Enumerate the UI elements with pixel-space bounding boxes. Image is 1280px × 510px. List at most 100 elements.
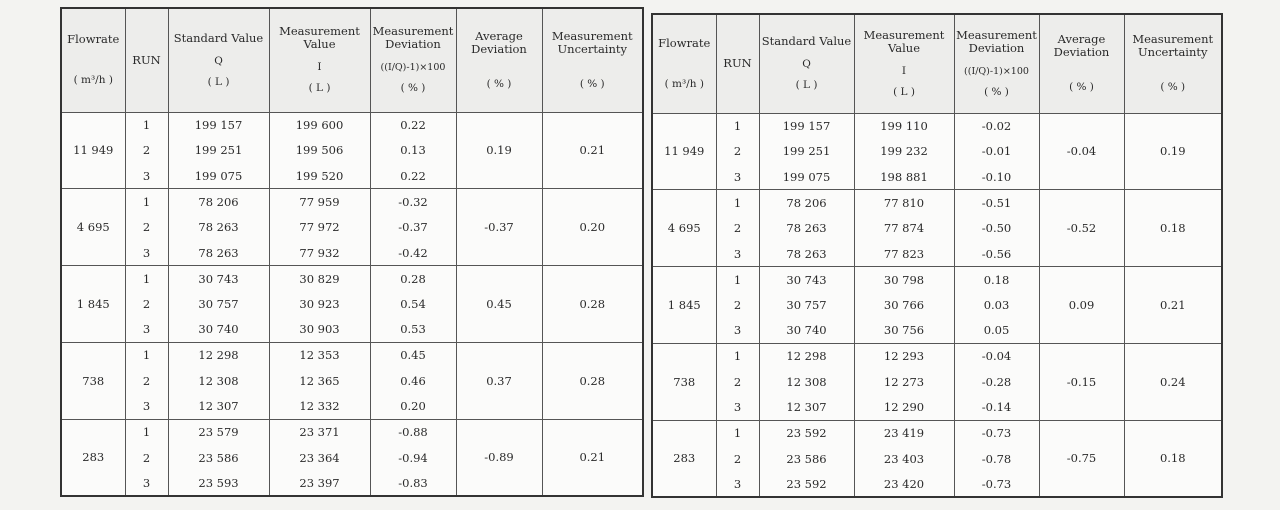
standard-value-cell: 12 308 [758, 368, 855, 395]
deviation-cell: 0.05 [953, 317, 1040, 344]
measurement-value-cell: 12 332 [268, 393, 371, 420]
run-cell: 3 [124, 163, 169, 190]
run-cell: 1 [124, 111, 169, 138]
deviation-cell: 0.53 [369, 316, 457, 343]
standard-value-cell: 199 157 [167, 111, 270, 138]
average-deviation-cell: 0.09 [1038, 266, 1125, 344]
deviation-cell: -0.56 [953, 240, 1040, 268]
measurement-value-cell: 77 932 [268, 239, 371, 267]
run-cell: 3 [124, 316, 169, 343]
standard-value-cell: 78 263 [758, 240, 855, 268]
table-body: 11 949 1 199 157 199 110 -0.02 -0.04 0.19 2 199 … [651, 112, 1223, 498]
measurement-value-cell: 23 420 [853, 471, 955, 498]
deviation-cell: 0.45 [369, 341, 457, 368]
standard-value-cell: 199 251 [758, 138, 855, 165]
deviation-cell: -0.28 [953, 368, 1040, 395]
table-row: 1 845 1 30 743 30 829 0.28 0.45 0.28 [60, 265, 644, 343]
run-cell: 1 [715, 342, 760, 369]
run-cell: 3 [715, 164, 760, 191]
table-row: 11 949 1 199 157 199 110 -0.02 -0.04 0.19 [651, 112, 1223, 191]
measurement-value-cell: 30 798 [853, 266, 955, 293]
measurement-value-cell: 199 600 [268, 111, 371, 138]
deviation-cell: 0.54 [369, 291, 457, 317]
measurement-value-cell: 198 881 [853, 164, 955, 191]
measurement-value-cell: 23 403 [853, 445, 955, 472]
flowrate-cell: 11 949 [60, 111, 126, 190]
average-deviation-cell: -0.52 [1038, 189, 1125, 268]
run-cell: 3 [124, 239, 169, 267]
measurement-value-cell: 12 290 [853, 394, 955, 421]
standard-value-cell: 199 075 [167, 163, 270, 190]
standard-value-cell: 30 740 [758, 317, 855, 344]
measurement-uncertainty-header: Measurement Uncertainty ( % ) [541, 7, 644, 113]
standard-value-header: Standard Value Q ( L ) [758, 13, 855, 114]
table-header: Flowrate ( m³/h ) RUN Standard Value Q (… [60, 7, 644, 113]
flowrate-cell: 738 [60, 341, 126, 420]
standard-value-cell: 30 743 [758, 266, 855, 293]
uncertainty-cell: 0.21 [541, 418, 644, 497]
measurement-value-cell: 199 506 [268, 137, 371, 164]
measurement-value-cell: 77 959 [268, 188, 371, 215]
run-cell: 1 [124, 418, 169, 445]
measurement-value-cell: 199 110 [853, 112, 955, 139]
uncertainty-cell: 0.18 [1123, 189, 1223, 268]
standard-value-cell: 78 206 [167, 188, 270, 215]
flowrate-header: Flowrate ( m³/h ) [651, 13, 717, 114]
run-cell: 2 [124, 444, 169, 471]
average-deviation-cell: -0.89 [455, 418, 543, 497]
flowrate-header: Flowrate ( m³/h ) [60, 7, 126, 113]
table-row: 2 199 251 199 506 0.13 [61, 137, 643, 164]
run-header: RUN [715, 13, 760, 114]
table-row: 2 23 586 23 364 -0.94 [61, 444, 643, 471]
measurement-value-cell: 12 273 [853, 368, 955, 395]
table-row: 3 12 307 12 332 0.20 [61, 393, 643, 420]
measurement-value-cell: 23 371 [268, 418, 371, 445]
run-cell: 3 [715, 471, 760, 498]
run-cell: 2 [124, 214, 169, 240]
table-row: 2 23 586 23 403 -0.78 [652, 445, 1222, 472]
measurement-value-cell: 30 766 [853, 292, 955, 318]
standard-value-cell: 30 743 [167, 265, 270, 292]
table-row: 3 23 592 23 420 -0.73 [652, 471, 1222, 498]
measurement-value-header: Measurement Value I ( L ) [268, 7, 371, 113]
table-row: 283 1 23 579 23 371 -0.88 -0.89 0.21 [60, 418, 644, 497]
measurement-deviation-header: Measurement Deviation ((I/Q)-1)×100 ( % … [369, 7, 457, 113]
average-deviation-cell: 0.45 [455, 265, 543, 343]
measurement-value-cell: 199 232 [853, 138, 955, 165]
standard-value-cell: 23 579 [167, 418, 270, 445]
standard-value-cell: 12 298 [758, 342, 855, 369]
run-cell: 1 [124, 265, 169, 292]
standard-value-cell: 30 740 [167, 316, 270, 343]
measurement-value-cell: 30 756 [853, 317, 955, 344]
run-cell: 2 [715, 215, 760, 241]
deviation-cell: -0.14 [953, 394, 1040, 421]
average-deviation-cell: 0.37 [455, 341, 543, 420]
standard-value-cell: 78 263 [167, 214, 270, 240]
standard-value-cell: 23 586 [167, 444, 270, 471]
left-results-table: Flowrate ( m³/h ) RUN Standard Value Q (… [60, 7, 644, 497]
right-results-table: Flowrate ( m³/h ) RUN Standard Value Q (… [651, 13, 1223, 498]
run-cell: 2 [124, 137, 169, 164]
standard-value-cell: 199 251 [167, 137, 270, 164]
flowrate-cell: 4 695 [651, 189, 717, 268]
run-cell: 3 [715, 394, 760, 421]
run-cell: 1 [715, 419, 760, 446]
standard-value-cell: 12 308 [167, 367, 270, 394]
standard-value-cell: 12 307 [758, 394, 855, 421]
uncertainty-cell: 0.28 [541, 341, 644, 420]
deviation-cell: -0.01 [953, 138, 1040, 165]
standard-value-cell: 23 593 [167, 470, 270, 497]
run-cell: 3 [124, 470, 169, 497]
run-cell: 2 [715, 292, 760, 318]
table-row: 3 23 593 23 397 -0.83 [61, 470, 643, 497]
run-cell: 2 [124, 291, 169, 317]
table-row: 738 1 12 298 12 353 0.45 0.37 0.28 [60, 341, 644, 420]
table-row: 283 1 23 592 23 419 -0.73 -0.75 0.18 [651, 419, 1223, 498]
flowrate-cell: 4 695 [60, 188, 126, 267]
table-row: 2 30 757 30 766 0.03 [652, 292, 1222, 318]
table-row: 3 78 263 77 932 -0.42 [61, 239, 643, 267]
standard-value-cell: 78 206 [758, 189, 855, 216]
deviation-cell: 0.13 [369, 137, 457, 164]
measurement-value-cell: 77 972 [268, 214, 371, 240]
uncertainty-cell: 0.18 [1123, 419, 1223, 498]
